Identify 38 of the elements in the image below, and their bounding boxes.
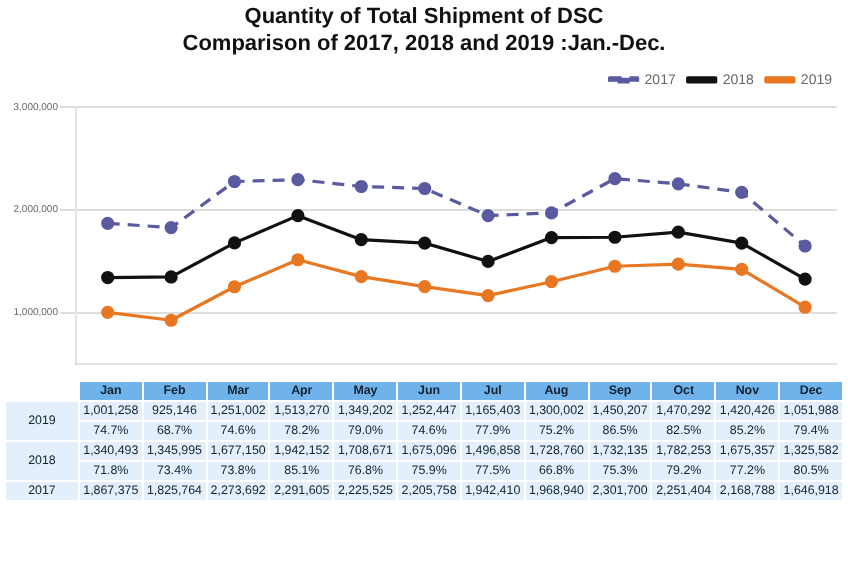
point (544, 275, 559, 289)
point (481, 288, 495, 303)
point (544, 206, 559, 220)
point (481, 254, 495, 269)
point (418, 181, 432, 196)
point (354, 179, 368, 194)
point (418, 236, 432, 250)
point (608, 172, 622, 186)
point (671, 257, 685, 271)
point (101, 305, 115, 320)
point (101, 270, 115, 285)
point (608, 259, 622, 273)
point (608, 230, 622, 244)
point (227, 236, 242, 250)
point (164, 221, 178, 235)
point (544, 230, 559, 245)
chart-subtitle: Comparison of 2017, 2018 and 2019 :Jan.-Dec. (182, 31, 666, 56)
point (164, 270, 178, 284)
chart-title: Quantity of Total Shipment of DSC (244, 5, 604, 30)
point (418, 279, 432, 294)
point (671, 225, 685, 239)
point (481, 209, 495, 223)
point (291, 253, 305, 267)
point (735, 185, 749, 199)
point (101, 216, 115, 230)
point (354, 270, 368, 284)
point (798, 272, 812, 286)
point (227, 280, 242, 294)
point (291, 209, 305, 223)
point (354, 233, 368, 247)
point (798, 239, 812, 253)
point (735, 262, 749, 276)
point (798, 300, 812, 314)
point (671, 177, 685, 191)
point (735, 236, 749, 250)
point (291, 173, 305, 187)
point (164, 313, 178, 327)
point (227, 174, 242, 189)
